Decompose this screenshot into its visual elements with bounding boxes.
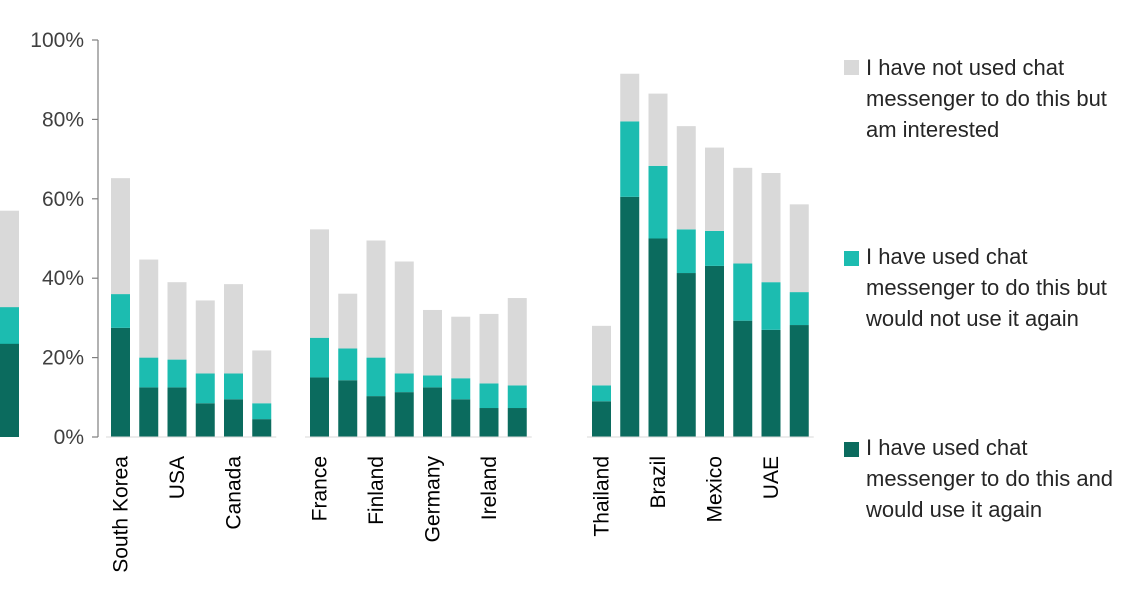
bar-segment-not-used-interested bbox=[507, 298, 527, 386]
bar-segment-used-would-use bbox=[705, 265, 724, 437]
bar-segment-used-would-not bbox=[733, 263, 753, 321]
bar-segment-used-would-use bbox=[451, 399, 471, 437]
bar-segment-used-would-use bbox=[676, 273, 696, 437]
category-label: Thailand bbox=[591, 456, 614, 537]
bar-segment-used-would-not bbox=[676, 229, 696, 274]
bar-segment-not-used-interested bbox=[733, 167, 753, 264]
y-tick-label: 40% bbox=[42, 267, 84, 290]
bar-segment-not-used-interested bbox=[451, 316, 471, 379]
category-label: Ireland bbox=[478, 456, 501, 520]
bar-segment-used-would-use bbox=[479, 408, 499, 437]
bar-segment-used-would-not bbox=[789, 292, 809, 326]
bar-segment-used-would-not bbox=[705, 230, 724, 266]
bar-segment-not-used-interested bbox=[394, 261, 414, 374]
bar-segment-used-would-not bbox=[111, 294, 130, 328]
category-label: France bbox=[309, 456, 332, 521]
bar-segment-used-would-use bbox=[507, 408, 527, 437]
bar-segment-not-used-interested bbox=[252, 350, 272, 404]
legend-label-used-would-not: I have used chat messenger to do this bu… bbox=[866, 244, 1107, 331]
bar-segment-used-would-use bbox=[648, 238, 668, 437]
y-tick-label: 80% bbox=[42, 108, 84, 131]
bar-segment-not-used-interested bbox=[761, 172, 781, 283]
bar-segment-used-would-use bbox=[423, 387, 442, 437]
category-label: Canada bbox=[223, 456, 246, 530]
bar-segment-used-would-not bbox=[224, 373, 243, 400]
bar-segment-used-would-not bbox=[648, 165, 668, 239]
bar-segment-used-would-not bbox=[592, 385, 611, 402]
legend-label-not-used-interested: I have not used chat messenger to do thi… bbox=[866, 55, 1107, 142]
category-label: Finland bbox=[365, 456, 388, 525]
bar-segment-used-would-not bbox=[0, 307, 19, 344]
bar-segment-not-used-interested bbox=[592, 325, 611, 386]
y-tick-label: 100% bbox=[30, 29, 84, 52]
category-label: South Korea bbox=[110, 456, 133, 573]
bar-segment-used-would-use bbox=[224, 399, 243, 437]
bar-segment-used-would-use bbox=[139, 387, 159, 437]
bar-segment-not-used-interested bbox=[423, 309, 442, 376]
legend-label-used-would-use: I have used chat messenger to do this an… bbox=[866, 435, 1114, 522]
bar-segment-not-used-interested bbox=[111, 178, 130, 295]
bar-segment-not-used-interested bbox=[479, 313, 499, 384]
category-label: Mexico bbox=[704, 456, 727, 523]
legend-swatch-not-used-interested bbox=[844, 60, 859, 75]
bar-segment-not-used-interested bbox=[366, 240, 386, 358]
bar-segment-used-would-not bbox=[139, 357, 159, 388]
bar-segment-not-used-interested bbox=[195, 300, 215, 374]
bar-segment-used-would-use bbox=[111, 327, 130, 437]
category-labels: South Korea USA Canada France Finland Germany… bbox=[110, 456, 784, 573]
category-label: USA bbox=[166, 456, 189, 499]
bar-segment-used-would-use bbox=[0, 343, 19, 437]
y-tick-label: 20% bbox=[42, 347, 84, 370]
bar-segment-used-would-not bbox=[761, 282, 781, 330]
bar-segment-used-would-not bbox=[479, 383, 499, 409]
bar-segment-used-would-use bbox=[592, 401, 611, 437]
bar-segment-used-would-not bbox=[366, 357, 386, 397]
bar-segment-used-would-not bbox=[338, 348, 358, 381]
bar-segment-used-would-use bbox=[620, 196, 640, 437]
bar-segment-used-would-use bbox=[252, 419, 272, 437]
category-label: Brazil bbox=[647, 456, 670, 509]
bar-segment-used-would-use bbox=[195, 403, 215, 437]
bar-segment-not-used-interested bbox=[620, 73, 640, 122]
bar-segment-used-would-use bbox=[366, 396, 386, 437]
category-label: UAE bbox=[760, 456, 783, 499]
bar-segment-not-used-interested bbox=[648, 93, 668, 166]
bar-segment-used-would-not bbox=[310, 337, 329, 378]
bar-segment-used-would-not bbox=[507, 385, 527, 409]
legend-swatch-used-would-not bbox=[844, 251, 859, 266]
bar-segment-used-would-not bbox=[167, 359, 187, 388]
bar-segment-used-would-not bbox=[620, 121, 640, 197]
bar-segment-not-used-interested bbox=[224, 284, 243, 374]
bar-segment-not-used-interested bbox=[338, 293, 358, 349]
bar-segment-used-would-not bbox=[423, 375, 442, 388]
bar-segment-used-would-use bbox=[394, 392, 414, 437]
bar-segment-used-would-not bbox=[195, 373, 215, 404]
bar-segment-used-would-not bbox=[451, 378, 471, 400]
bar-segment-not-used-interested bbox=[0, 210, 19, 308]
bar-segment-not-used-interested bbox=[705, 147, 724, 231]
bar-segment-not-used-interested bbox=[789, 204, 809, 293]
y-tick-label: 0% bbox=[54, 426, 84, 449]
bar-segment-used-would-use bbox=[167, 387, 187, 437]
bars bbox=[0, 73, 814, 438]
bar-segment-used-would-use bbox=[761, 329, 781, 437]
bar-segment-used-would-not bbox=[394, 373, 414, 393]
bar-segment-used-would-use bbox=[310, 377, 329, 437]
bar-segment-used-would-use bbox=[733, 320, 753, 437]
bar-segment-not-used-interested bbox=[310, 229, 329, 338]
y-tick-label: 60% bbox=[42, 188, 84, 211]
category-label: Germany bbox=[422, 456, 445, 543]
legend-swatch-used-would-use bbox=[844, 442, 859, 457]
bar-segment-not-used-interested bbox=[167, 282, 187, 360]
bar-segment-used-would-not bbox=[252, 403, 272, 420]
y-axis: 0% 20% 40% 60% 80% 100% bbox=[30, 29, 99, 449]
bar-segment-used-would-use bbox=[338, 380, 358, 437]
bar-segment-not-used-interested bbox=[139, 259, 159, 358]
bar-segment-used-would-use bbox=[789, 325, 809, 437]
bar-segment-not-used-interested bbox=[676, 126, 696, 230]
